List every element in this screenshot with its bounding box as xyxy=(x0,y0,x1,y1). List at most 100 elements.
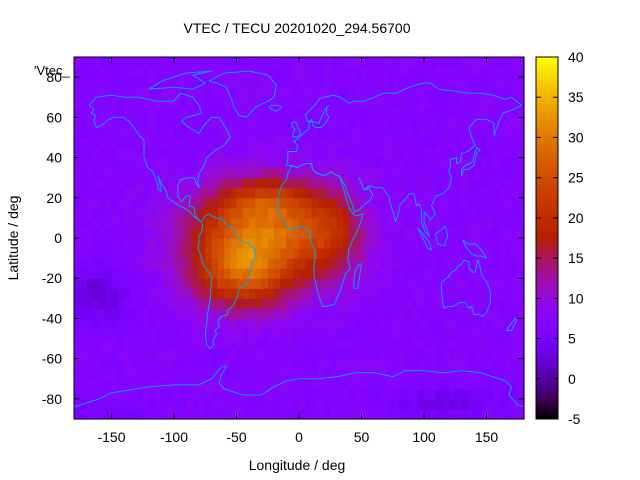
heatmap-cell xyxy=(517,308,525,320)
heatmap-cell xyxy=(349,298,356,309)
heatmap-cell xyxy=(367,238,375,249)
heatmap-cell xyxy=(499,288,506,299)
heatmap-cell xyxy=(180,238,188,249)
heatmap-cell xyxy=(92,77,100,88)
heatmap-cell xyxy=(174,238,181,249)
heatmap-cell xyxy=(124,268,131,279)
heatmap-cell xyxy=(217,67,225,78)
heatmap-cell xyxy=(161,187,169,199)
heatmap-cell xyxy=(392,57,400,68)
heatmap-cell xyxy=(174,408,181,420)
heatmap-cell xyxy=(217,87,225,98)
heatmap-cell xyxy=(211,238,219,249)
heatmap-cell xyxy=(449,368,456,380)
heatmap-cell xyxy=(142,87,150,98)
heatmap-cell xyxy=(299,227,306,239)
heatmap-cell xyxy=(161,217,169,229)
heatmap-cell xyxy=(367,67,375,78)
heatmap-cell xyxy=(74,187,81,199)
heatmap-cell xyxy=(249,187,256,199)
heatmap-cell xyxy=(449,308,456,320)
heatmap-cell xyxy=(342,177,350,189)
heatmap-cell xyxy=(324,187,331,199)
heatmap-cell xyxy=(224,227,231,239)
heatmap-cell xyxy=(505,167,513,179)
heatmap-cell xyxy=(355,107,363,118)
heatmap-cell xyxy=(361,107,369,118)
heatmap-cell xyxy=(486,258,494,269)
heatmap-cell xyxy=(442,308,450,320)
heatmap-cell xyxy=(267,358,275,370)
heatmap-cell xyxy=(161,117,169,128)
heatmap-cell xyxy=(374,358,381,370)
heatmap-cell xyxy=(330,177,338,189)
heatmap-cell xyxy=(280,268,288,279)
heatmap-cell xyxy=(517,227,525,239)
heatmap-cell xyxy=(142,348,150,360)
heatmap-cell xyxy=(80,368,88,380)
heatmap-cell xyxy=(461,167,469,179)
heatmap-cell xyxy=(311,238,319,249)
heatmap-cell xyxy=(511,328,519,340)
heatmap-cell xyxy=(511,207,519,219)
heatmap-cell xyxy=(342,67,350,78)
heatmap-cell xyxy=(130,187,138,199)
heatmap-cell xyxy=(161,137,169,149)
heatmap-cell xyxy=(230,318,238,330)
heatmap-cell xyxy=(480,398,488,410)
heatmap-cell xyxy=(230,77,238,88)
heatmap-cell xyxy=(455,308,463,320)
heatmap-cell xyxy=(117,177,125,189)
heatmap-cell xyxy=(167,217,175,229)
heatmap-cell xyxy=(424,268,431,279)
heatmap-cell xyxy=(411,67,419,78)
heatmap-cell xyxy=(367,268,375,279)
heatmap-cell xyxy=(336,308,344,320)
heatmap-cell xyxy=(86,358,94,370)
heatmap-cell xyxy=(230,308,238,320)
x-tick-label: -150 xyxy=(97,429,125,445)
heatmap-cell xyxy=(280,167,288,179)
heatmap-cell xyxy=(155,157,163,169)
heatmap-cell xyxy=(324,338,331,350)
heatmap-cell xyxy=(230,97,238,108)
heatmap-cell xyxy=(336,187,344,199)
heatmap-cell xyxy=(324,288,331,299)
heatmap-cell xyxy=(424,97,431,108)
y-tick-label: 20 xyxy=(46,190,62,206)
heatmap-cell xyxy=(86,248,94,259)
heatmap-cell xyxy=(299,107,306,118)
heatmap-cell xyxy=(261,248,269,259)
heatmap-cell xyxy=(455,238,463,249)
heatmap-cell xyxy=(317,207,325,219)
heatmap-cell xyxy=(242,117,250,128)
heatmap-cell xyxy=(192,157,200,169)
heatmap-cell xyxy=(99,197,106,209)
heatmap-cell xyxy=(255,338,263,350)
heatmap-cell xyxy=(430,348,438,360)
heatmap-cell xyxy=(492,328,500,340)
heatmap-cell xyxy=(130,147,138,159)
heatmap-cell xyxy=(486,207,494,219)
heatmap-cell xyxy=(92,238,100,249)
heatmap-cell xyxy=(467,258,475,269)
heatmap-cell xyxy=(267,318,275,330)
heatmap-cell xyxy=(436,338,444,350)
heatmap-cell xyxy=(311,77,319,88)
heatmap-cell xyxy=(180,338,188,350)
coast-arabia-gulf xyxy=(358,177,370,191)
heatmap-cell xyxy=(130,177,138,189)
heatmap-cell xyxy=(517,348,525,360)
heatmap-cell xyxy=(361,227,369,239)
heatmap-cell xyxy=(349,167,356,179)
heatmap-cell xyxy=(167,398,175,410)
heatmap-cell xyxy=(230,258,238,269)
heatmap-cell xyxy=(361,248,369,259)
heatmap-cell xyxy=(217,147,225,159)
heatmap-cell xyxy=(461,77,469,88)
heatmap-cell xyxy=(249,288,256,299)
heatmap-cell xyxy=(467,177,475,189)
heatmap-cell xyxy=(80,147,88,159)
heatmap-cell xyxy=(517,147,525,159)
heatmap-cell xyxy=(155,388,163,400)
